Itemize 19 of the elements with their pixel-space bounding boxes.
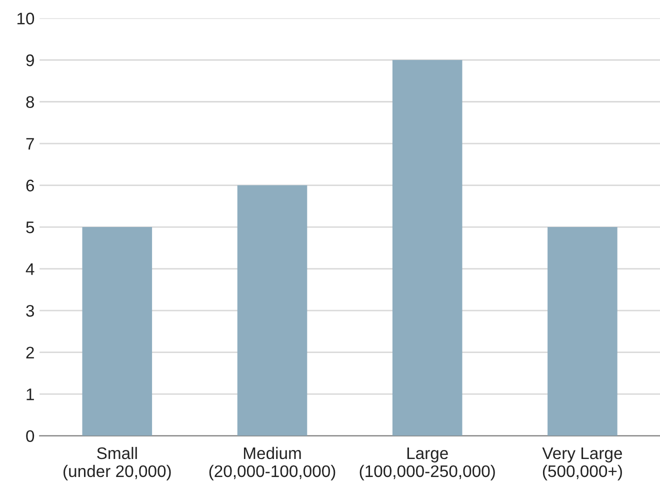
x-tick-label: Medium (20,000-100,000) [209,446,336,480]
y-tick-label: 0 [26,430,34,442]
x-tick-label: Large (100,000-250,000) [360,448,495,480]
y-tick-label: 10 [17,12,34,24]
y-tick-label: 8 [26,96,34,108]
x-tick-label: Small (under 20,000) [64,446,171,480]
bar [82,227,152,436]
y-tick-label: 2 [26,346,34,358]
y-tick-label: 1 [26,388,34,400]
bar [392,60,462,436]
y-tick-label: 3 [26,304,34,317]
x-tick-label: Very Large (500,000+) [542,448,622,480]
y-tick-label: 4 [26,263,34,275]
bar [237,185,308,436]
bar [548,227,618,436]
y-tick-label: 6 [26,180,34,192]
y-tick-label: 7 [26,138,34,150]
y-tick-label: 9 [26,54,34,66]
y-tick-label: 5 [26,222,34,234]
